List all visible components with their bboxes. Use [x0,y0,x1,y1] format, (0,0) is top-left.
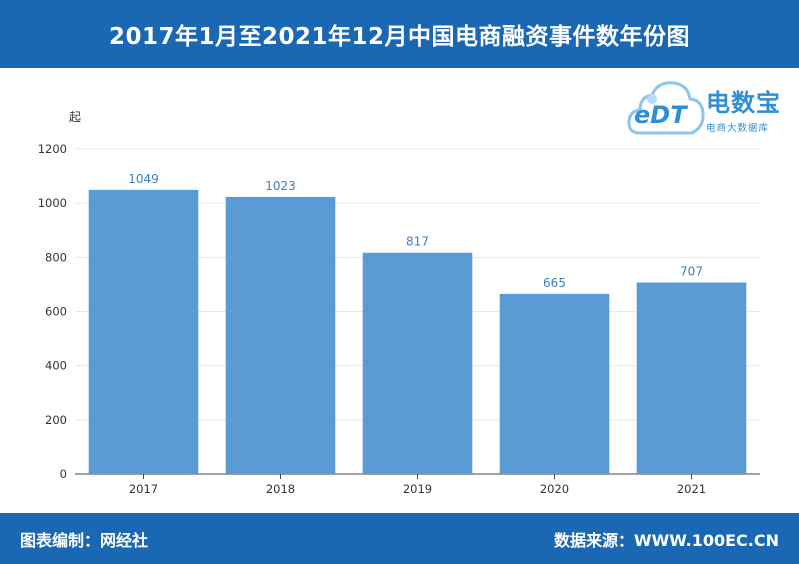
y-axis-ticks: 0 200 400 600 800 1000 1200 [38,142,67,481]
bar [636,282,747,474]
edt-logo: eDT 电数宝 电商大数据库 [626,73,794,143]
bar [362,252,473,474]
data-source: 数据来源：WWW.100EC.CN [553,530,779,550]
data-label: 665 [543,276,566,290]
header-bar: 2017年1月至2021年12月中国电商融资事件数年份图 [0,0,799,68]
x-tick-label: 2019 [403,482,432,496]
y-axis-label: 起 [69,110,81,124]
data-label: 1049 [128,172,159,186]
data-label: 817 [406,235,429,249]
bars: 1049 1023 817 665 707 [88,172,747,475]
bar [499,293,610,474]
x-axis-ticks: 2017 2018 2019 2020 2021 [129,474,706,496]
footer-bar: 图表编制：网经社 数据来源：WWW.100EC.CN [0,513,799,564]
y-tick-label: 1200 [38,142,67,156]
bar [88,189,199,475]
chart-credit: 图表编制：网经社 [20,530,149,550]
y-tick-label: 200 [45,413,67,427]
data-label: 707 [680,265,703,279]
x-tick-label: 2020 [540,482,569,496]
y-tick-label: 0 [60,467,67,481]
y-tick-label: 1000 [38,196,67,210]
data-label: 1023 [265,179,296,193]
cloud-icon [627,81,705,135]
y-tick-label: 400 [45,359,67,373]
x-tick-label: 2021 [677,482,706,496]
bar [225,196,336,474]
logo-mark-text: eDT [634,101,687,129]
logo-brand-name: 电数宝 [706,89,781,117]
y-tick-label: 800 [45,250,67,264]
y-tick-label: 600 [45,305,67,319]
chart-title: 2017年1月至2021年12月中国电商融资事件数年份图 [108,24,691,50]
logo-subtitle: 电商大数据库 [706,123,770,134]
x-tick-label: 2018 [266,482,295,496]
x-tick-label: 2017 [129,482,158,496]
